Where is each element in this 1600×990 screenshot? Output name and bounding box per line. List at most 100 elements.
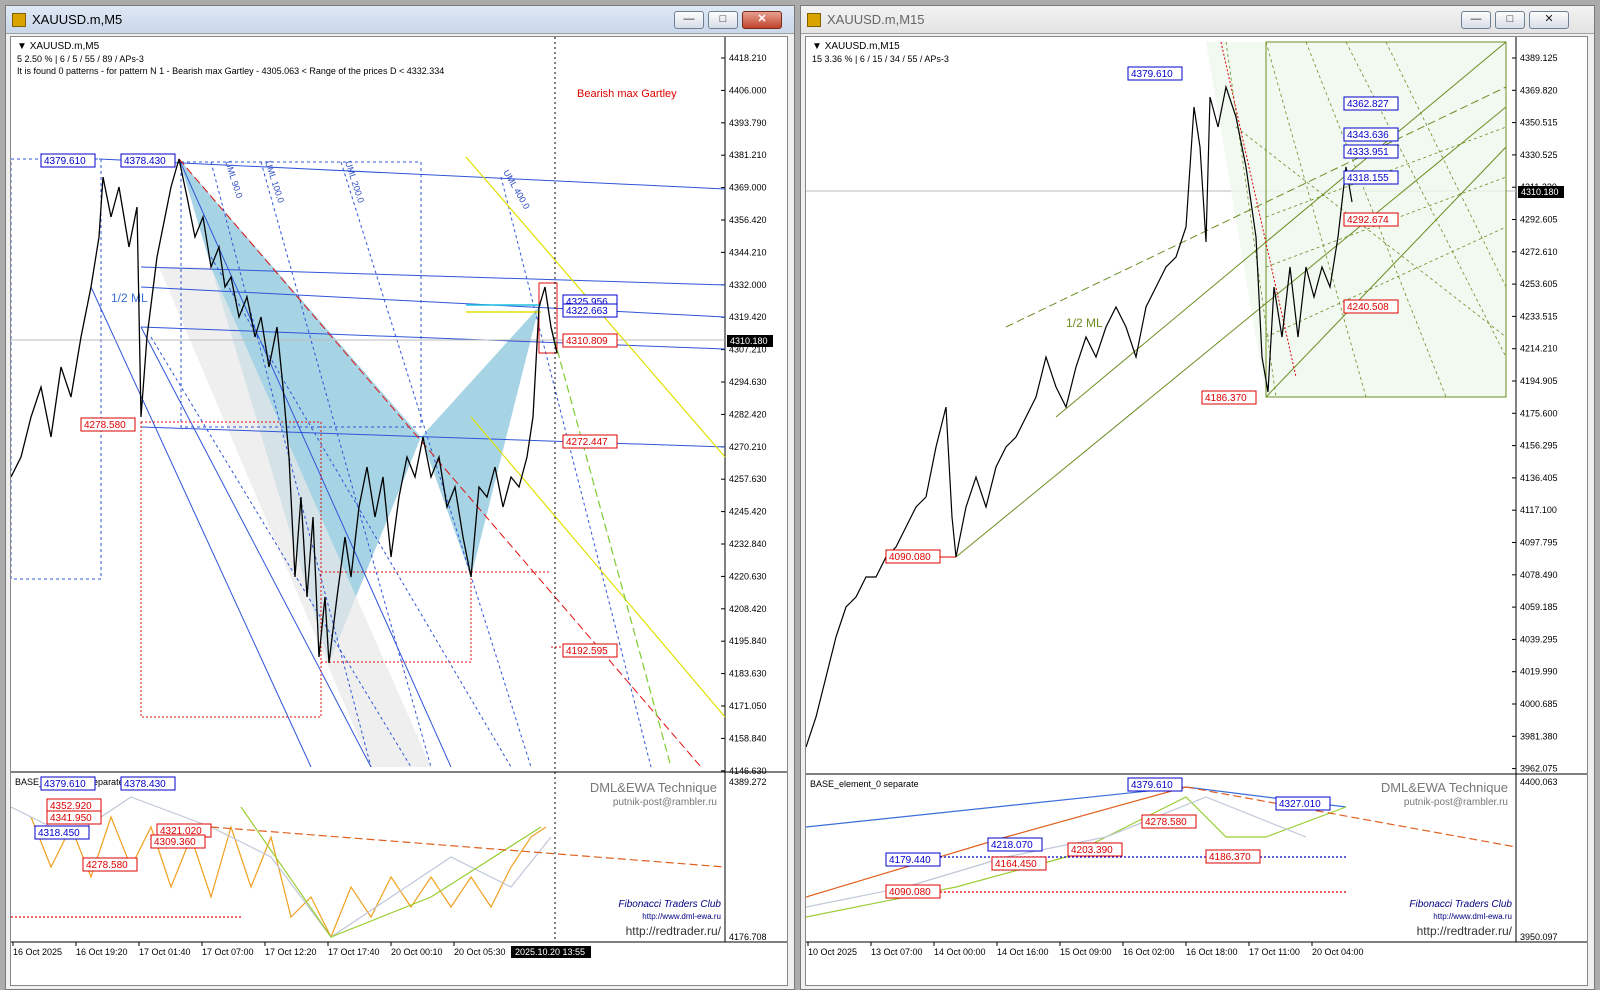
time-axis-label: 15 Oct 09:00 xyxy=(1060,947,1112,957)
window-title: XAUUSD.m,M5 xyxy=(32,12,123,27)
price-tag: 4325.956 xyxy=(566,297,608,308)
price-axis-label: 4171.050 xyxy=(729,701,767,711)
price-tag-box xyxy=(82,857,138,872)
price-axis-label: 4381.210 xyxy=(729,150,767,160)
time-axis-label: 16 Oct 2025 xyxy=(13,947,62,957)
title-bar[interactable]: XAUUSD.m,M15 — □ ✕ xyxy=(801,6,1594,34)
title-bar[interactable]: XAUUSD.m,M5 — □ ✕ xyxy=(6,6,794,34)
symbol-header: ▼ XAUUSD.m,M5 xyxy=(17,41,100,52)
price-axis-label: 4146.630 xyxy=(729,766,767,776)
price-series xyxy=(806,84,1353,748)
price-tag-box xyxy=(120,153,176,168)
price-tag-box xyxy=(1201,390,1257,405)
time-axis-label: 10 Oct 2025 xyxy=(808,947,857,957)
price-axis-label: 4039.295 xyxy=(1520,634,1558,644)
price-tag-box xyxy=(562,303,618,318)
minimize-button[interactable]: — xyxy=(674,11,704,29)
time-axis-label: 14 Oct 16:00 xyxy=(997,947,1049,957)
chart-canvas[interactable]: ▼ XAUUSD.m,M15 15 3.36 % | 6 / 15 / 34 /… xyxy=(805,36,1588,986)
price-tag: 4327.010 xyxy=(1279,799,1321,810)
price-axis-label: 4319.420 xyxy=(729,312,767,322)
price-tag: 4240.508 xyxy=(1347,302,1389,313)
price-tag: 4341.950 xyxy=(50,813,92,824)
price-tag: 4309.360 xyxy=(154,837,196,848)
close-button[interactable]: ✕ xyxy=(742,11,782,29)
price-tag-box xyxy=(80,417,136,432)
price-axis-label: 4332.000 xyxy=(729,280,767,290)
current-price: 4310.180 xyxy=(1521,187,1559,197)
price-tag: 4362.827 xyxy=(1347,99,1389,110)
redtrader-link[interactable]: http://redtrader.ru/ xyxy=(626,924,722,938)
price-tag-box xyxy=(120,776,176,791)
cursor-time-box xyxy=(511,946,591,958)
price-tag: 4203.390 xyxy=(1071,845,1113,856)
price-tag: 4218.070 xyxy=(991,840,1033,851)
price-axis-label: 4194.905 xyxy=(1520,376,1558,386)
price-tag: 4164.450 xyxy=(995,859,1037,870)
minimize-button[interactable]: — xyxy=(1461,11,1491,29)
price-tag: 4379.610 xyxy=(44,779,86,790)
price-tag: 4378.430 xyxy=(124,156,166,167)
price-axis-label: 4208.420 xyxy=(729,604,767,614)
price-tag-box xyxy=(1343,212,1399,227)
club-name: Fibonacci Traders Club xyxy=(1409,899,1512,910)
brand-email: putnik-post@rambler.ru xyxy=(1404,797,1508,808)
time-axis-label: 17 Oct 12:20 xyxy=(265,947,317,957)
cursor-time: 2025.10.20 13:55 xyxy=(515,947,585,957)
price-tag-box xyxy=(991,856,1047,871)
chart-window-m5[interactable]: XAUUSD.m,M5 — □ ✕ ▼ XAUUSD.m,M5 5 2.50 %… xyxy=(5,5,795,990)
chart-svg[interactable]: ▼ XAUUSD.m,M5 5 2.50 % | 6 / 5 / 55 / 89… xyxy=(11,37,788,986)
price-tag: 4352.920 xyxy=(50,801,92,812)
price-tag: 4192.595 xyxy=(566,646,608,657)
time-axis-label: 17 Oct 11:00 xyxy=(1249,947,1300,957)
price-tag-box xyxy=(40,153,96,168)
price-axis-label: 4389.125 xyxy=(1520,53,1558,63)
price-tag: 4278.580 xyxy=(86,860,128,871)
price-tag: 4318.155 xyxy=(1347,173,1389,184)
subwindow-label: BASE_element_0 separate xyxy=(810,779,919,789)
price-tag-box xyxy=(1343,170,1399,185)
price-tag-box xyxy=(1275,796,1331,811)
maximize-button[interactable]: □ xyxy=(1495,11,1525,29)
close-button[interactable]: ✕ xyxy=(1529,11,1569,29)
price-tag-box xyxy=(150,834,206,849)
price-tag-box xyxy=(34,825,90,840)
price-axis-label: 4156.295 xyxy=(1520,441,1558,451)
brand-title: DML&EWA Technique xyxy=(1381,780,1508,795)
sub-axis-top: 4400.063 xyxy=(1520,777,1558,787)
price-tag: 4378.430 xyxy=(124,779,166,790)
price-tag: 4379.610 xyxy=(44,156,86,167)
price-tag: 4379.610 xyxy=(1131,69,1173,80)
price-tag: 4318.450 xyxy=(38,828,80,839)
price-tag-box xyxy=(40,776,96,791)
settings-header: 15 3.36 % | 6 / 15 / 34 / 55 / APs-3 xyxy=(812,54,949,64)
price-axis-label: 4294.630 xyxy=(729,377,767,387)
price-axis-label: 4097.795 xyxy=(1520,538,1558,548)
price-axis-label: 4307.210 xyxy=(729,345,767,355)
chart-canvas[interactable]: ▼ XAUUSD.m,M5 5 2.50 % | 6 / 5 / 55 / 89… xyxy=(10,36,788,986)
time-axis-label: 17 Oct 07:00 xyxy=(202,947,254,957)
pattern-label: Bearish max Gartley xyxy=(577,88,677,100)
price-tag-box xyxy=(1141,814,1197,829)
price-axis-label: 4233.515 xyxy=(1520,311,1558,321)
price-tag-box xyxy=(1067,842,1123,857)
price-axis-label: 4350.515 xyxy=(1520,118,1558,128)
current-price-box xyxy=(727,335,773,347)
price-tag: 4310.809 xyxy=(566,336,608,347)
club-url[interactable]: http://www.dml-ewa.ru xyxy=(1433,912,1512,921)
maximize-button[interactable]: □ xyxy=(708,11,738,29)
price-axis-label: 4356.420 xyxy=(729,215,767,225)
chart-svg[interactable]: ▼ XAUUSD.m,M15 15 3.36 % | 6 / 15 / 34 /… xyxy=(806,37,1588,986)
price-tag-box xyxy=(1343,299,1399,314)
sub-axis-bottom: 4176.708 xyxy=(729,932,767,942)
club-url[interactable]: http://www.dml-ewa.ru xyxy=(642,912,721,921)
price-axis-label: 4369.820 xyxy=(1520,85,1558,95)
price-axis-label: 4078.490 xyxy=(1520,570,1558,580)
price-axis-label: 4183.630 xyxy=(729,669,767,679)
redtrader-link[interactable]: http://redtrader.ru/ xyxy=(1417,924,1513,938)
price-tag: 4186.370 xyxy=(1205,393,1247,404)
chart-app-icon xyxy=(807,13,821,27)
price-tag-box xyxy=(1343,96,1399,111)
chart-window-m15[interactable]: XAUUSD.m,M15 — □ ✕ ▼ XAUUSD.m,M15 15 3.3… xyxy=(800,5,1595,990)
channel-zone xyxy=(159,267,431,767)
